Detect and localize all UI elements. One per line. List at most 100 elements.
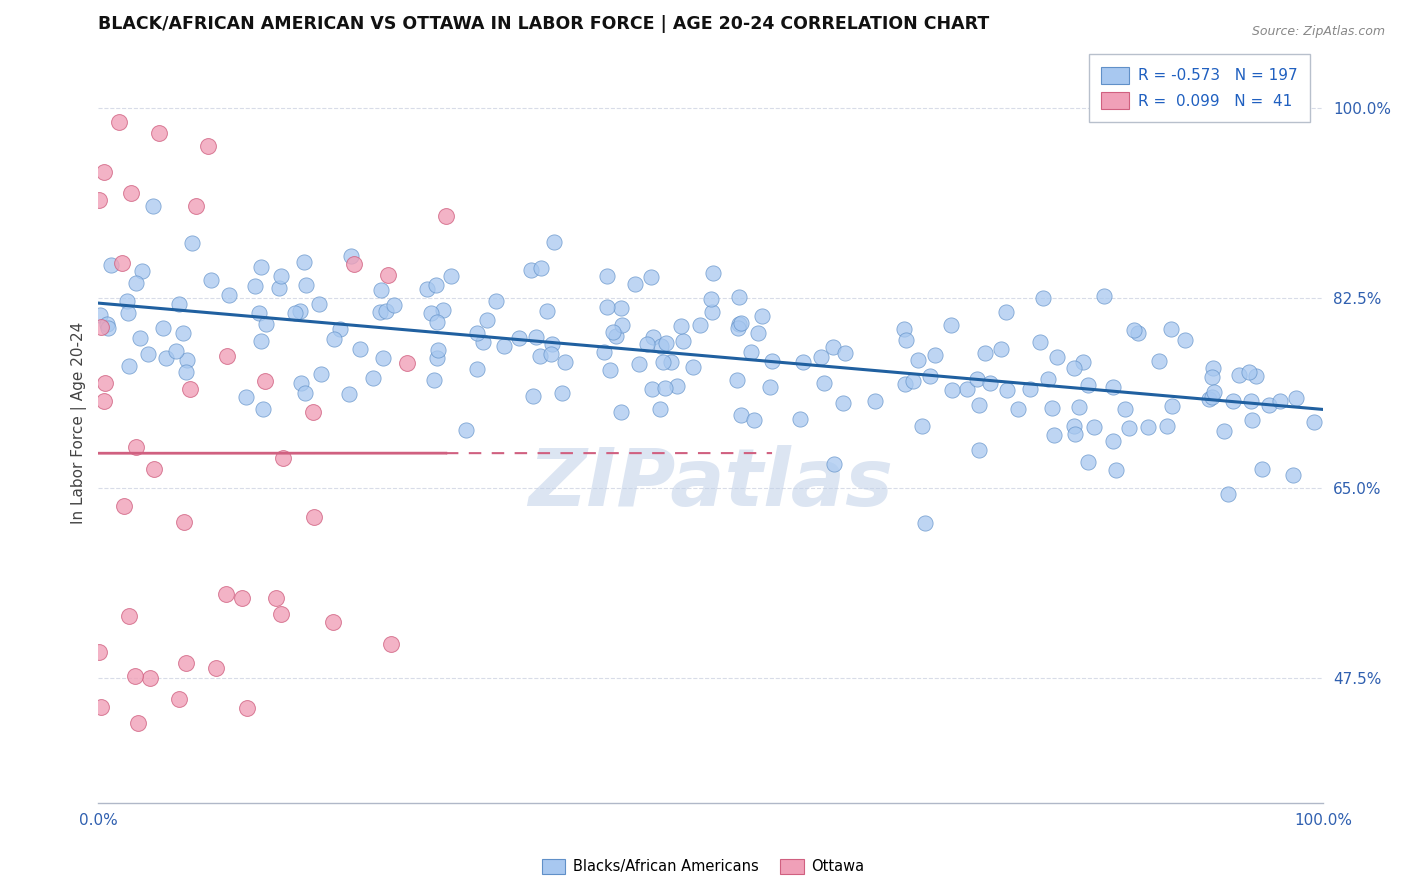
Point [180, 236, 202, 251]
Point [1156, 419, 1178, 434]
Point [751, 309, 773, 323]
Point [924, 348, 946, 362]
Point [1202, 384, 1225, 399]
Point [200, 273, 222, 287]
Point [914, 516, 936, 530]
Point [966, 372, 988, 386]
Point [730, 316, 752, 330]
Point [1222, 393, 1244, 408]
Point [641, 330, 664, 344]
Point [245, 279, 267, 293]
Point [184, 198, 207, 212]
Point [432, 302, 454, 317]
Point [94, 376, 117, 390]
Point [1042, 427, 1064, 442]
Point [465, 362, 488, 376]
Point [672, 334, 695, 348]
Point [236, 701, 259, 715]
Point [142, 199, 165, 213]
Point [907, 353, 929, 368]
Point [969, 398, 991, 412]
Point [789, 412, 811, 426]
Point [823, 457, 845, 471]
Point [551, 386, 574, 401]
Point [1160, 322, 1182, 336]
Point [901, 374, 924, 388]
Point [654, 381, 676, 395]
Point [1063, 427, 1085, 442]
Point [1239, 394, 1261, 409]
Point [423, 373, 446, 387]
Legend: Blacks/African Americans, Ottawa: Blacks/African Americans, Ottawa [536, 853, 870, 880]
Point [610, 405, 633, 419]
Point [995, 305, 1018, 319]
Point [235, 390, 257, 404]
Point [139, 671, 162, 685]
Point [1198, 392, 1220, 406]
Point [599, 363, 621, 377]
Point [250, 260, 273, 274]
Point [612, 318, 634, 332]
Point [593, 345, 616, 359]
Point [349, 342, 371, 356]
Point [361, 371, 384, 385]
Text: Source: ZipAtlas.com: Source: ZipAtlas.com [1251, 25, 1385, 38]
Point [1201, 390, 1223, 404]
Point [609, 301, 631, 315]
Point [249, 334, 271, 348]
Point [894, 334, 917, 348]
Point [865, 393, 887, 408]
Point [530, 260, 553, 275]
Point [759, 380, 782, 394]
Point [540, 347, 562, 361]
Point [1029, 335, 1052, 350]
Point [1077, 455, 1099, 469]
Point [682, 360, 704, 375]
Point [730, 408, 752, 422]
Point [1257, 398, 1279, 412]
Point [93, 165, 115, 179]
Point [1244, 369, 1267, 384]
Point [284, 306, 307, 320]
Point [302, 509, 325, 524]
Point [231, 591, 253, 605]
Point [1137, 420, 1160, 434]
Point [380, 636, 402, 650]
Point [956, 383, 979, 397]
Point [1007, 402, 1029, 417]
Point [1240, 413, 1263, 427]
Point [416, 282, 439, 296]
Point [939, 318, 962, 332]
Point [118, 359, 141, 374]
Legend: R = -0.573   N = 197, R =  0.099   N =  41: R = -0.573 N = 197, R = 0.099 N = 41 [1088, 54, 1309, 121]
Point [131, 264, 153, 278]
Point [174, 365, 197, 379]
Point [699, 292, 721, 306]
Point [911, 418, 934, 433]
Point [143, 461, 166, 475]
Point [295, 277, 318, 292]
Point [659, 355, 682, 369]
Point [1201, 369, 1223, 384]
Point [197, 139, 219, 153]
Point [377, 268, 399, 282]
Point [89, 645, 111, 659]
Point [309, 367, 332, 381]
Point [1101, 434, 1123, 448]
Point [373, 351, 395, 365]
Point [301, 404, 323, 418]
Point [1092, 289, 1115, 303]
Point [173, 515, 195, 529]
Point [990, 342, 1012, 356]
Point [205, 661, 228, 675]
Point [440, 269, 463, 284]
Point [602, 325, 624, 339]
Point [148, 126, 170, 140]
Point [1019, 382, 1042, 396]
Point [1102, 380, 1125, 394]
Point [1063, 418, 1085, 433]
Point [290, 376, 312, 390]
Point [595, 268, 617, 283]
Point [337, 387, 360, 401]
Point [740, 344, 762, 359]
